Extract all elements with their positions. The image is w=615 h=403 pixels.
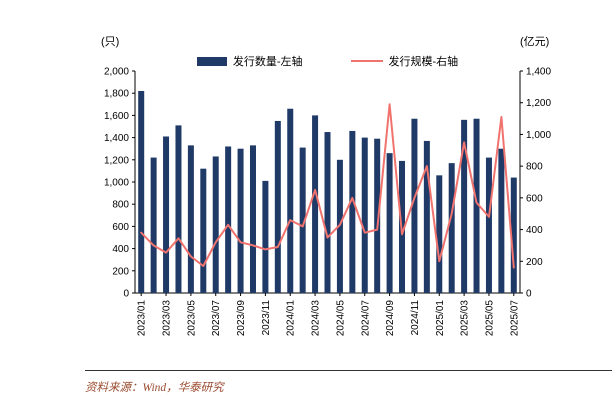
bar <box>138 90 145 293</box>
bar <box>349 130 356 293</box>
left-tick-label: 2,000 <box>104 67 129 78</box>
line-series-swatch <box>350 60 383 62</box>
right-tick-label: 1,400 <box>526 67 551 78</box>
bar <box>423 140 430 293</box>
bar <box>336 159 343 293</box>
bar-series-swatch <box>196 56 227 66</box>
right-tick-label: 800 <box>526 162 543 173</box>
bar <box>473 118 480 293</box>
line-series <box>140 103 515 269</box>
left-tick-label: 400 <box>112 244 129 255</box>
x-tick-label: 2025/05 <box>484 300 495 337</box>
legend-line-label: 发行规模-右轴 <box>388 56 459 68</box>
bar <box>510 177 517 293</box>
bar <box>312 115 319 294</box>
x-tick-label: 2023/03 <box>162 300 173 337</box>
combo-chart: 0 200 400 600 800 1,000 1,200 1,400 1,600 1,800 2,… <box>104 67 551 337</box>
right-tick-label: 600 <box>526 193 543 204</box>
bar <box>498 148 505 293</box>
left-tick-label: 1,200 <box>104 155 129 166</box>
bar <box>274 120 281 293</box>
bar <box>150 157 157 293</box>
bar <box>374 138 381 293</box>
legend: 发行数量-左轴 发行规模-右轴 <box>135 53 520 69</box>
legend-item-bar: 发行数量-左轴 <box>196 53 303 69</box>
bar <box>485 157 492 293</box>
left-tick-label: 1,600 <box>104 111 129 122</box>
left-tick-label: 1,800 <box>104 89 129 100</box>
right-tick-label: 1,000 <box>526 130 551 141</box>
x-tick-label: 2023/01 <box>137 300 148 337</box>
left-tick-label: 200 <box>112 266 129 277</box>
right-tick-label: 1,200 <box>526 98 551 109</box>
bar <box>175 125 182 293</box>
legend-bar-label: 发行数量-左轴 <box>232 56 303 68</box>
bar <box>163 136 170 293</box>
x-tick-label: 2024/03 <box>311 300 322 337</box>
x-tick-label: 2024/01 <box>286 300 297 337</box>
x-tick-label: 2024/11 <box>410 300 421 336</box>
left-tick-label: 600 <box>112 222 129 233</box>
right-tick-label: 0 <box>526 289 532 300</box>
bar <box>436 175 443 293</box>
bar <box>386 153 393 293</box>
x-tick-label: 2023/09 <box>236 300 247 337</box>
bar <box>249 145 256 293</box>
bar <box>287 108 294 294</box>
bar <box>299 147 306 293</box>
bar <box>200 168 207 293</box>
right-tick-label: 200 <box>526 257 543 268</box>
bar <box>225 146 232 293</box>
bar <box>187 145 194 293</box>
bar <box>448 163 455 293</box>
x-tick-label: 2023/11 <box>261 300 272 336</box>
x-tick-label: 2025/03 <box>460 300 471 337</box>
x-tick-label: 2023/07 <box>211 300 222 337</box>
left-tick-label: 800 <box>112 200 129 211</box>
left-tick-label: 0 <box>123 289 129 300</box>
source-text: 资料来源：Wind，华泰研究 <box>85 382 224 394</box>
bar <box>411 118 418 293</box>
left-tick-label: 1,000 <box>104 178 129 189</box>
bar <box>212 156 219 293</box>
source-note: 资料来源：Wind，华泰研究 <box>85 370 612 396</box>
left-tick-label: 1,400 <box>104 133 129 144</box>
bar <box>324 132 331 293</box>
x-tick-label: 2023/05 <box>186 300 197 337</box>
bar <box>361 137 368 293</box>
x-tick-label: 2024/07 <box>360 300 371 337</box>
bar <box>461 119 468 293</box>
right-axis-unit-label: (亿元) <box>520 36 550 48</box>
bar <box>237 148 244 293</box>
right-tick-label: 400 <box>526 225 543 236</box>
x-tick-label: 2024/09 <box>385 300 396 337</box>
x-tick-label: 2025/07 <box>509 300 520 337</box>
left-axis-unit-label: (只) <box>101 36 120 48</box>
x-tick-label: 2025/01 <box>435 300 446 337</box>
legend-item-line: 发行规模-右轴 <box>350 53 459 69</box>
x-tick-label: 2024/05 <box>335 300 346 337</box>
bar <box>262 180 269 293</box>
